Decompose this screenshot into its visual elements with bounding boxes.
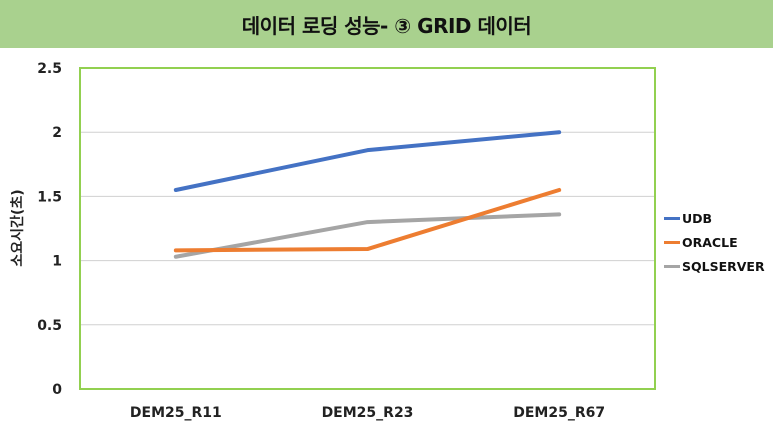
y-axis-label: 소요시간(초): [9, 189, 26, 266]
y-tick-label: 0.5: [37, 318, 62, 334]
x-tick-label: DEM25_R11: [130, 405, 222, 421]
series-line-oracle: [173, 187, 562, 253]
chart-title-bar: 데이터 로딩 성능- ③ GRID 데이터: [0, 0, 773, 48]
series-line-sqlserver: [173, 212, 562, 259]
legend-item-sqlserver: SQLSERVER: [664, 254, 765, 278]
legend-label: SQLSERVER: [682, 258, 765, 274]
y-tick-label: 2: [52, 125, 62, 141]
legend-item-udb: UDB: [664, 206, 765, 230]
x-tick-label: DEM25_R23: [322, 405, 414, 421]
legend-swatch-icon: [664, 216, 680, 220]
legend-swatch-icon: [664, 240, 680, 244]
y-tick-label: 2.5: [37, 61, 62, 77]
legend-swatch-icon: [664, 264, 680, 268]
legend-label: ORACLE: [682, 234, 738, 250]
legend-label: UDB: [682, 210, 713, 226]
legend-item-oracle: ORACLE: [664, 230, 765, 254]
plot-area-border: [79, 67, 656, 390]
chart-title: 데이터 로딩 성능- ③ GRID 데이터: [241, 13, 532, 38]
chart-legend: UDB ORACLE SQLSERVER: [664, 206, 765, 278]
y-tick-label: 1: [52, 254, 62, 270]
y-tick-label: 0: [52, 382, 62, 398]
x-tick-label: DEM25_R67: [513, 405, 605, 421]
series-line-udb: [173, 130, 562, 192]
y-tick-label: 1.5: [37, 189, 62, 205]
